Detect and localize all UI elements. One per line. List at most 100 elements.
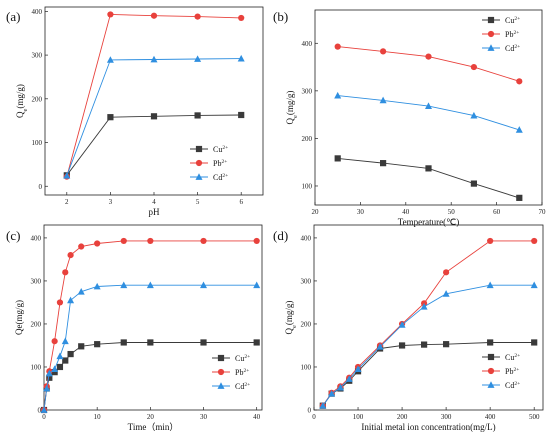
series-line (337, 46, 520, 82)
y-tick-label: 300 (31, 277, 42, 285)
data-point (425, 165, 432, 172)
data-point (46, 374, 53, 381)
series-cu (334, 155, 523, 201)
chart-panel-a: 2 3 4 5 60100200300400pHQe(mg/g)(a)Cu2+Pb2+C… (6, 6, 264, 217)
x-tick-label: 20 (147, 413, 155, 421)
legend-marker (487, 381, 495, 388)
legend-label: Pb2+ (213, 159, 227, 168)
data-point (354, 365, 362, 373)
data-point (200, 237, 207, 245)
data-point (62, 357, 69, 364)
data-point (150, 113, 158, 120)
panel-label: (d) (273, 228, 288, 243)
chart-panel-b: 20 30 40 50 60 70 100 200 300 400 Temperature(℃) Qe… (273, 9, 546, 227)
plot-frame (313, 224, 544, 411)
plot-frame (314, 9, 543, 206)
legend-marker (487, 367, 495, 375)
legend-label: Cu2+ (235, 354, 250, 363)
data-point (78, 243, 85, 250)
series-line (322, 342, 535, 406)
legend-label: Cd2+ (505, 381, 520, 390)
legend-marker (487, 30, 495, 38)
data-point (442, 290, 450, 297)
data-point (487, 237, 494, 245)
data-point (94, 240, 101, 247)
legend-label: Cd2+ (505, 44, 520, 53)
legend-label: Cu2+ (213, 145, 228, 154)
data-point (200, 281, 208, 289)
data-point (253, 339, 260, 346)
legend-label: Pb2+ (505, 30, 519, 39)
data-point (319, 401, 327, 409)
legend-marker (195, 173, 203, 180)
x-tick-label: 100 (353, 413, 364, 421)
legend-marker (487, 44, 495, 51)
series-line (43, 240, 257, 411)
data-point (78, 343, 85, 350)
x-tick-label: 400 (485, 413, 496, 421)
data-point (67, 252, 74, 259)
chart-panel-c: 0 10 20 30 400100200300400Time（min）Qe(mg/g)(… (6, 224, 263, 432)
x-tick-label: 60 (493, 208, 501, 216)
series-cd (40, 281, 261, 413)
data-point (237, 54, 245, 62)
data-point (56, 363, 64, 371)
data-point (107, 11, 114, 18)
data-point (420, 303, 428, 310)
data-point (380, 160, 387, 167)
series-line (43, 342, 257, 411)
series-line (322, 284, 535, 406)
x-tick-label: 50 (448, 208, 456, 216)
data-point (443, 269, 450, 276)
legend-marker (217, 368, 225, 376)
data-point (62, 269, 69, 276)
legend-label: Pb2+ (235, 368, 249, 377)
x-tick-label: 10 (94, 413, 102, 421)
legend: Cu2+ Pb2+ Cd2+ (482, 353, 520, 390)
data-point (376, 343, 384, 350)
legend-marker (217, 382, 225, 389)
data-point (120, 237, 127, 245)
x-axis-label: Time（min） (128, 422, 179, 432)
data-point (470, 63, 477, 71)
data-point (425, 102, 432, 109)
data-point (253, 281, 261, 289)
y-tick-label: 0 (38, 407, 42, 415)
data-point (345, 375, 353, 382)
data-point (200, 339, 207, 346)
data-point (194, 112, 201, 119)
legend-label: Cd2+ (235, 382, 250, 391)
y-tick-label: 300 (301, 277, 312, 285)
data-point (380, 48, 387, 55)
x-tick-label: 200 (397, 413, 408, 421)
series-cd (334, 91, 523, 133)
data-point (150, 55, 158, 63)
data-point (194, 13, 201, 20)
y-tick-label: 200 (302, 135, 313, 143)
y-tick-label: 200 (31, 320, 42, 328)
data-point (530, 281, 538, 289)
series-line (43, 284, 257, 411)
data-point (61, 337, 69, 345)
legend-marker (217, 354, 225, 362)
x-tick-label: 30 (200, 413, 208, 421)
data-point (516, 78, 523, 85)
data-point (147, 237, 154, 245)
x-tick-label: 0 (312, 413, 316, 421)
series-cd (63, 54, 245, 179)
legend-marker (195, 145, 203, 153)
legend: Cu2+ Pb2+ Cd2+ (212, 354, 250, 391)
series-cu (40, 339, 260, 414)
legend-label: Pb2+ (505, 367, 519, 376)
data-point (379, 96, 387, 104)
y-tick-label: 400 (302, 40, 313, 48)
x-tick-label: 70 (539, 208, 547, 216)
y-tick-label: 200 (32, 95, 43, 103)
x-tick-label: 2 (65, 198, 69, 206)
y-tick-label: 200 (301, 320, 312, 328)
data-point (40, 406, 48, 413)
data-point (515, 126, 523, 133)
data-point (43, 384, 51, 392)
x-tick-label: 300 (441, 413, 452, 421)
data-point (94, 341, 101, 348)
